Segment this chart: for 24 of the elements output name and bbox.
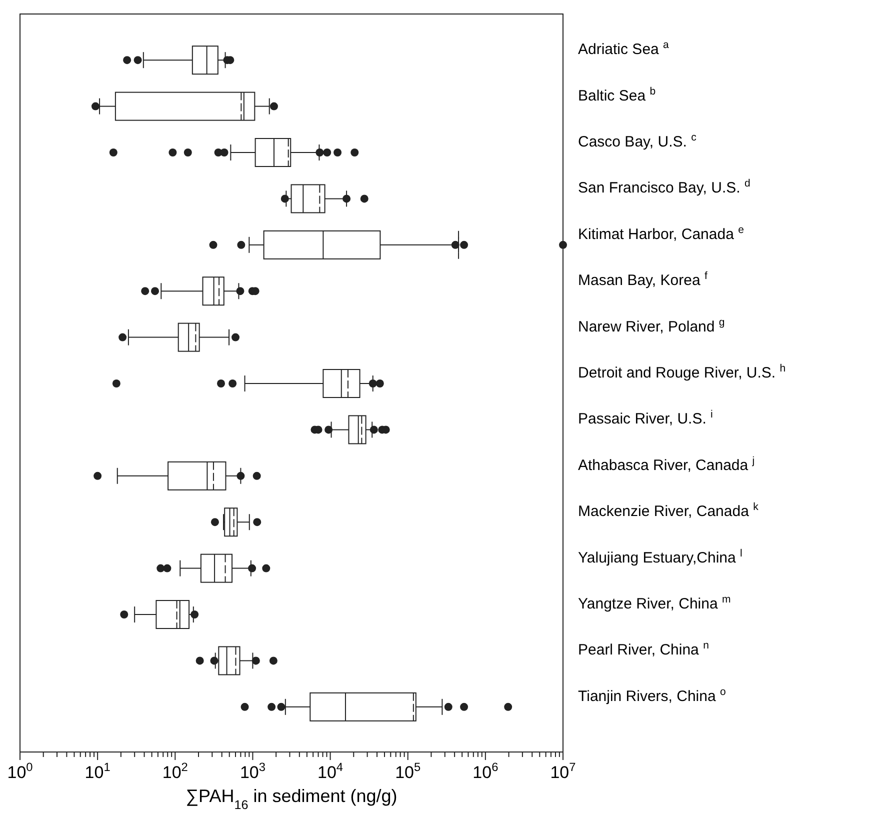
y-tick-label: Baltic Sea $^{b}$ bbox=[578, 85, 656, 104]
y-tick-label: Casco Bay, U.S. $^{c}$ bbox=[578, 132, 696, 150]
x-tick-label: 10$^{7}$ bbox=[550, 760, 576, 782]
y-tick-label: Yalujiang Estuary,China $^{l}$ bbox=[578, 547, 742, 566]
y-tick-label: Masan Bay, Korea $^{f}$ bbox=[578, 270, 708, 290]
y-tick-label: Tianjin Rivers, China $^{o}$ bbox=[578, 686, 726, 705]
y-tick-label: Adriatic Sea $^{a}$ bbox=[578, 39, 670, 58]
x-tick-label: 10$^{0}$ bbox=[7, 760, 34, 782]
x-tick-label: 10$^{6}$ bbox=[472, 760, 499, 782]
x-tick-label: 10$^{1}$ bbox=[84, 760, 111, 782]
y-tick-label: Pearl River, China $^{n}$ bbox=[578, 640, 710, 659]
x-tick-label: 10$^{2}$ bbox=[162, 760, 188, 782]
y-tick-label: Kitimat Harbor, Canada $^{e}$ bbox=[578, 224, 744, 243]
y-tick-label: Narew River, Poland $^{g}$ bbox=[578, 316, 725, 336]
x-tick-label: 10$^{3}$ bbox=[240, 760, 266, 782]
x-tick-label: 10$^{5}$ bbox=[395, 760, 422, 782]
y-tick-label: San Francisco Bay, U.S. $^{d}$ bbox=[578, 178, 750, 197]
y-tick-label: Mackenzie River, Canada $^{k}$ bbox=[578, 501, 760, 520]
x-axis-title: ∑PAH$_{16}$ in sediment (ng/g) bbox=[186, 786, 398, 812]
x-tick-label: 10$^{4}$ bbox=[318, 760, 344, 782]
y-tick-label: Yangtze River, China $^{m}$ bbox=[578, 594, 731, 612]
y-tick-label: Athabasca River, Canada $^{j}$ bbox=[578, 454, 755, 474]
y-tick-label: Detroit and Rouge River, U.S. $^{h}$ bbox=[578, 362, 786, 382]
y-tick-label: Passaic River, U.S. $^{i}$ bbox=[578, 408, 713, 428]
